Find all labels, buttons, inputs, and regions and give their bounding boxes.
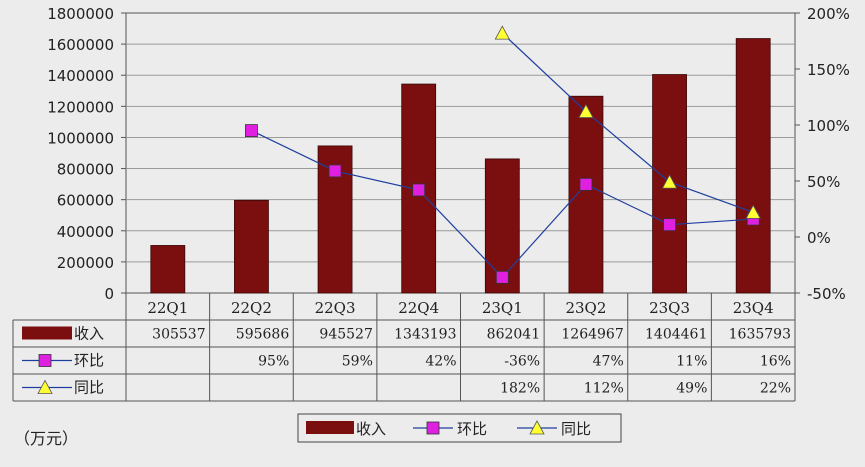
y-left-tick-label: 1000000 [47,129,114,147]
table-cell: 1404461 [645,327,707,343]
table-cell: 305537 [152,327,205,343]
table-cell: 16% [760,354,791,370]
table-cell: 1635793 [729,327,791,343]
table-cell: 595686 [236,327,290,343]
y-right-tick-label: 100% [807,117,850,135]
marker-同比-23Q3 [661,174,678,189]
table-key-环比 [38,354,52,367]
table-cell: 95% [258,354,289,370]
legend-label: 环比 [457,420,487,438]
bar-23Q4 [735,38,771,294]
table-key-同比 [37,379,53,394]
y-right-tick-label: 50% [807,173,840,191]
legend-label: 同比 [561,420,591,438]
marker-环比-23Q3 [663,218,676,232]
x-tick-label: 22Q3 [315,299,356,317]
y-right-tick-label: 0% [807,229,831,247]
y-left-tick-label: 800000 [57,161,114,179]
x-tick-label: 22Q1 [147,299,188,317]
x-tick-label: 23Q1 [482,299,523,317]
unit-label: （万元） [14,429,79,448]
marker-环比-22Q2 [245,124,258,137]
data-table: 22Q1 22Q2 22Q3 22Q4 23Q1 23Q2 23Q3 23Q4 收入 305537… [12,293,796,402]
y-left-tick-label: 1400000 [47,67,114,85]
y-left-tick-label: 1600000 [47,36,114,54]
table-cell: 22% [760,381,791,397]
y-left-tick-label: 1200000 [47,98,114,116]
y-right-tick-label: 150% [807,61,850,79]
table-cell: 59% [342,354,373,370]
table-row-label: 环比 [74,352,104,370]
x-tick-label: 22Q4 [398,299,439,317]
chart-legend: 收入 环比 同比 [297,413,622,443]
x-tick-label: 23Q2 [565,299,606,317]
legend-key-收入 [306,421,354,434]
table-cell: 945527 [319,327,372,343]
table-cell: 112% [584,381,624,397]
table-cell: 49% [676,381,707,397]
marker-环比-22Q4 [412,183,426,197]
y-left-tick-label: 1800000 [47,5,114,23]
table-cell: 1343193 [394,327,456,343]
y-right-tick-label: -50% [807,285,846,303]
line-同比 [501,32,754,213]
legend-key-同比 [529,420,545,435]
marker-环比-23Q1 [495,270,509,284]
marker-同比-23Q2 [578,103,594,118]
table-cell: 42% [425,354,456,370]
x-tick-label: 22Q2 [231,299,272,317]
table-row-label: 同比 [74,379,104,397]
table-cell: 47% [593,354,624,370]
bar-22Q4 [401,83,437,294]
line-series [245,25,761,284]
table-key-收入 [22,326,72,340]
chart-gridlines [125,12,796,294]
table-cell: 862041 [487,327,540,343]
marker-环比-22Q3 [328,164,342,178]
x-tick-label: 23Q3 [649,299,690,317]
bar-23Q2 [568,95,604,294]
y-left-tick-label: 400000 [57,223,114,241]
bar-23Q1 [484,158,520,294]
bar-series-revenue [150,38,771,294]
bar-22Q1 [150,245,186,294]
y-axis-left: 0 200000 400000 600000 800000 1000000 1200000 1… [47,5,126,303]
y-left-tick-label: 200000 [57,254,114,272]
y-left-tick-label: 0 [104,285,114,303]
marker-同比-23Q1 [494,25,510,40]
marker-环比-23Q2 [579,177,593,191]
table-cell: 1264967 [561,327,623,343]
table-row-label: 收入 [74,325,104,343]
table-cell: 11% [676,354,707,370]
legend-label: 收入 [356,420,386,438]
table-cell: -36% [504,354,540,370]
table-cell: 182% [500,381,540,397]
y-right-tick-label: 200% [807,5,850,23]
legend-key-环比 [426,421,440,435]
y-left-tick-label: 600000 [57,192,114,210]
x-tick-label: 23Q4 [733,299,774,317]
marker-同比-23Q4 [745,204,761,219]
plot-area [125,12,796,294]
y-axis-right: -50% 0% 50% 100% 150% 200% [795,5,850,303]
bar-22Q2 [234,199,269,294]
